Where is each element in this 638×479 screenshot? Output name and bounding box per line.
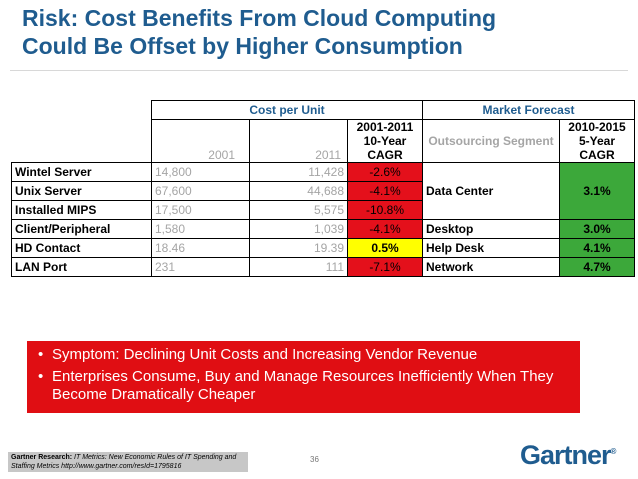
- bullet-dot-icon: •: [38, 346, 44, 363]
- table-row: Wintel Server 14,800 11,428 -2.6% Data C…: [11, 162, 635, 220]
- bullet-box: • Symptom: Declining Unit Costs and Incr…: [27, 341, 580, 413]
- cagr-cell: -4.1%: [347, 219, 423, 239]
- cagr-cell: -10.8%: [347, 200, 423, 220]
- source-text: IT Metrics: New Economic Rules of IT Spe…: [11, 454, 237, 470]
- title-divider: [10, 70, 628, 71]
- table-group-header-row: Cost per Unit Market Forecast: [12, 100, 635, 120]
- bullet-text: Enterprises Consume, Buy and Manage Reso…: [52, 368, 554, 403]
- value-2001: 17,500: [151, 200, 250, 220]
- source-citation: Gartner Research: IT Metrics: New Econom…: [8, 452, 248, 472]
- bullet-item: • Symptom: Declining Unit Costs and Incr…: [38, 346, 570, 364]
- value-2011: 19.39: [249, 238, 348, 258]
- col-2011-header: 2011: [249, 119, 348, 163]
- row-label: Installed MIPS: [11, 200, 152, 220]
- header-spacer: [12, 101, 152, 120]
- value-2001: 67,600: [151, 181, 250, 201]
- value-2001: 231: [151, 257, 250, 277]
- registered-mark-icon: ®: [610, 447, 617, 456]
- col-10yr-cagr-header: 2001-2011 10-Year CAGR: [347, 119, 423, 163]
- row-label: LAN Port: [11, 257, 152, 277]
- cagr-cell: -4.1%: [347, 181, 423, 201]
- cagr-cell: -7.1%: [347, 257, 423, 277]
- bullet-dot-icon: •: [38, 368, 44, 385]
- segment-cell: Desktop: [422, 219, 560, 239]
- forecast-cagr-cell: 3.1%: [559, 162, 635, 220]
- value-2011: 44,688: [249, 181, 348, 201]
- title-line-2: Could Be Offset by Higher Consumption: [22, 33, 463, 59]
- slide-title: Risk: Cost Benefits From Cloud Computing…: [22, 4, 622, 60]
- cost-per-unit-header: Cost per Unit: [151, 100, 423, 120]
- value-2001: 1,580: [151, 219, 250, 239]
- value-2011: 111: [249, 257, 348, 277]
- row-label: HD Contact: [11, 238, 152, 258]
- cagr-cell: 0.5%: [347, 238, 423, 258]
- value-2011: 11,428: [249, 162, 348, 182]
- value-2011: 1,039: [249, 219, 348, 239]
- table-column-header-row: 2001 2011 2001-2011 10-Year CAGR Outsour…: [11, 119, 635, 163]
- bullet-item: • Enterprises Consume, Buy and Manage Re…: [38, 368, 570, 404]
- value-2001: 14,800: [151, 162, 250, 182]
- forecast-cagr-cell: 4.1%: [559, 238, 635, 258]
- segment-cell: Network: [422, 257, 560, 277]
- header-spacer: [11, 119, 152, 163]
- segment-cell: Data Center: [422, 162, 560, 220]
- page-number: 36: [310, 455, 319, 464]
- table-row: Client/Peripheral 1,580 1,039 -4.1% Desk…: [11, 219, 635, 239]
- row-label: Unix Server: [11, 181, 152, 201]
- row-label: Client/Peripheral: [11, 219, 152, 239]
- gartner-logo: Gartner®: [520, 440, 616, 471]
- col-segment-header: Outsourcing Segment: [422, 119, 560, 163]
- cost-forecast-table: Cost per Unit Market Forecast 2001 2011 …: [11, 100, 635, 277]
- market-forecast-header: Market Forecast: [422, 100, 635, 120]
- table-row: HD Contact 18.46 19.39 0.5% Help Desk 4.…: [11, 238, 635, 258]
- segment-cell: Help Desk: [422, 238, 560, 258]
- forecast-cagr-cell: 4.7%: [559, 257, 635, 277]
- cagr-cell: -2.6%: [347, 162, 423, 182]
- row-label: Wintel Server: [11, 162, 152, 182]
- value-2011: 5,575: [249, 200, 348, 220]
- bullet-text: Symptom: Declining Unit Costs and Increa…: [52, 346, 478, 363]
- col-5yr-cagr-header: 2010-2015 5-Year CAGR: [559, 119, 635, 163]
- value-2001: 18.46: [151, 238, 250, 258]
- source-label: Gartner Research:: [11, 454, 73, 461]
- forecast-cagr-cell: 3.0%: [559, 219, 635, 239]
- logo-text: Gartner: [520, 440, 612, 470]
- title-line-1: Risk: Cost Benefits From Cloud Computing: [22, 5, 497, 31]
- col-2001-header: 2001: [151, 119, 250, 163]
- table-row: LAN Port 231 111 -7.1% Network 4.7%: [11, 257, 635, 277]
